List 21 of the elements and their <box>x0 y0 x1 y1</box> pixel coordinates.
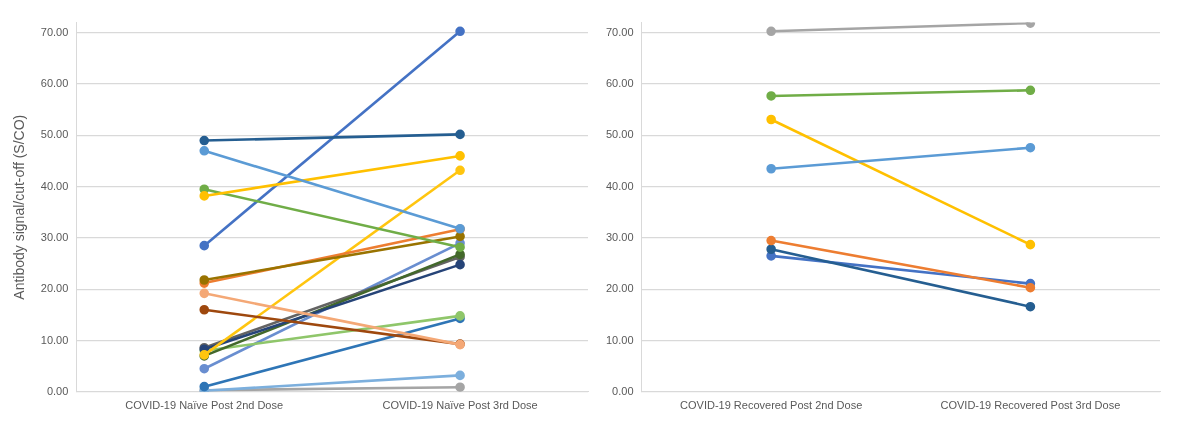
y-tick-label: 40.00 <box>606 179 634 192</box>
y-tick-label: 10.00 <box>40 333 69 346</box>
x-tick-label: COVID-19 Naïve Post 2nd Dose <box>125 399 284 412</box>
y-axis-title: Antibody signal/cut-off (S/CO) <box>11 114 28 300</box>
y-tick-label: 0.00 <box>46 384 69 397</box>
y-tick-label: 60.00 <box>606 77 634 90</box>
y-tick-label: 70.00 <box>606 25 634 38</box>
y-tick-label: 50.00 <box>606 128 634 141</box>
y-tick-label: 50.00 <box>40 128 69 141</box>
y-tick-label: 10.00 <box>606 333 634 346</box>
x-tick-label: COVID-19 Recovered Post 2nd Dose <box>680 399 863 412</box>
y-tick-label: 20.00 <box>40 282 69 295</box>
y-tick-label: 40.00 <box>40 179 69 192</box>
y-tick-label: 20.00 <box>606 282 634 295</box>
y-tick-label: 30.00 <box>40 231 69 243</box>
y-tick-label: 30.00 <box>606 231 634 243</box>
y-tick-label: 60.00 <box>40 77 69 90</box>
x-tick-label: COVID-19 Naïve Post 3rd Dose <box>382 399 538 412</box>
y-tick-label: 0.00 <box>612 384 634 397</box>
x-tick-label: COVID-19 Recovered Post 3rd Dose <box>940 399 1121 412</box>
y-tick-label: 70.00 <box>40 25 69 38</box>
